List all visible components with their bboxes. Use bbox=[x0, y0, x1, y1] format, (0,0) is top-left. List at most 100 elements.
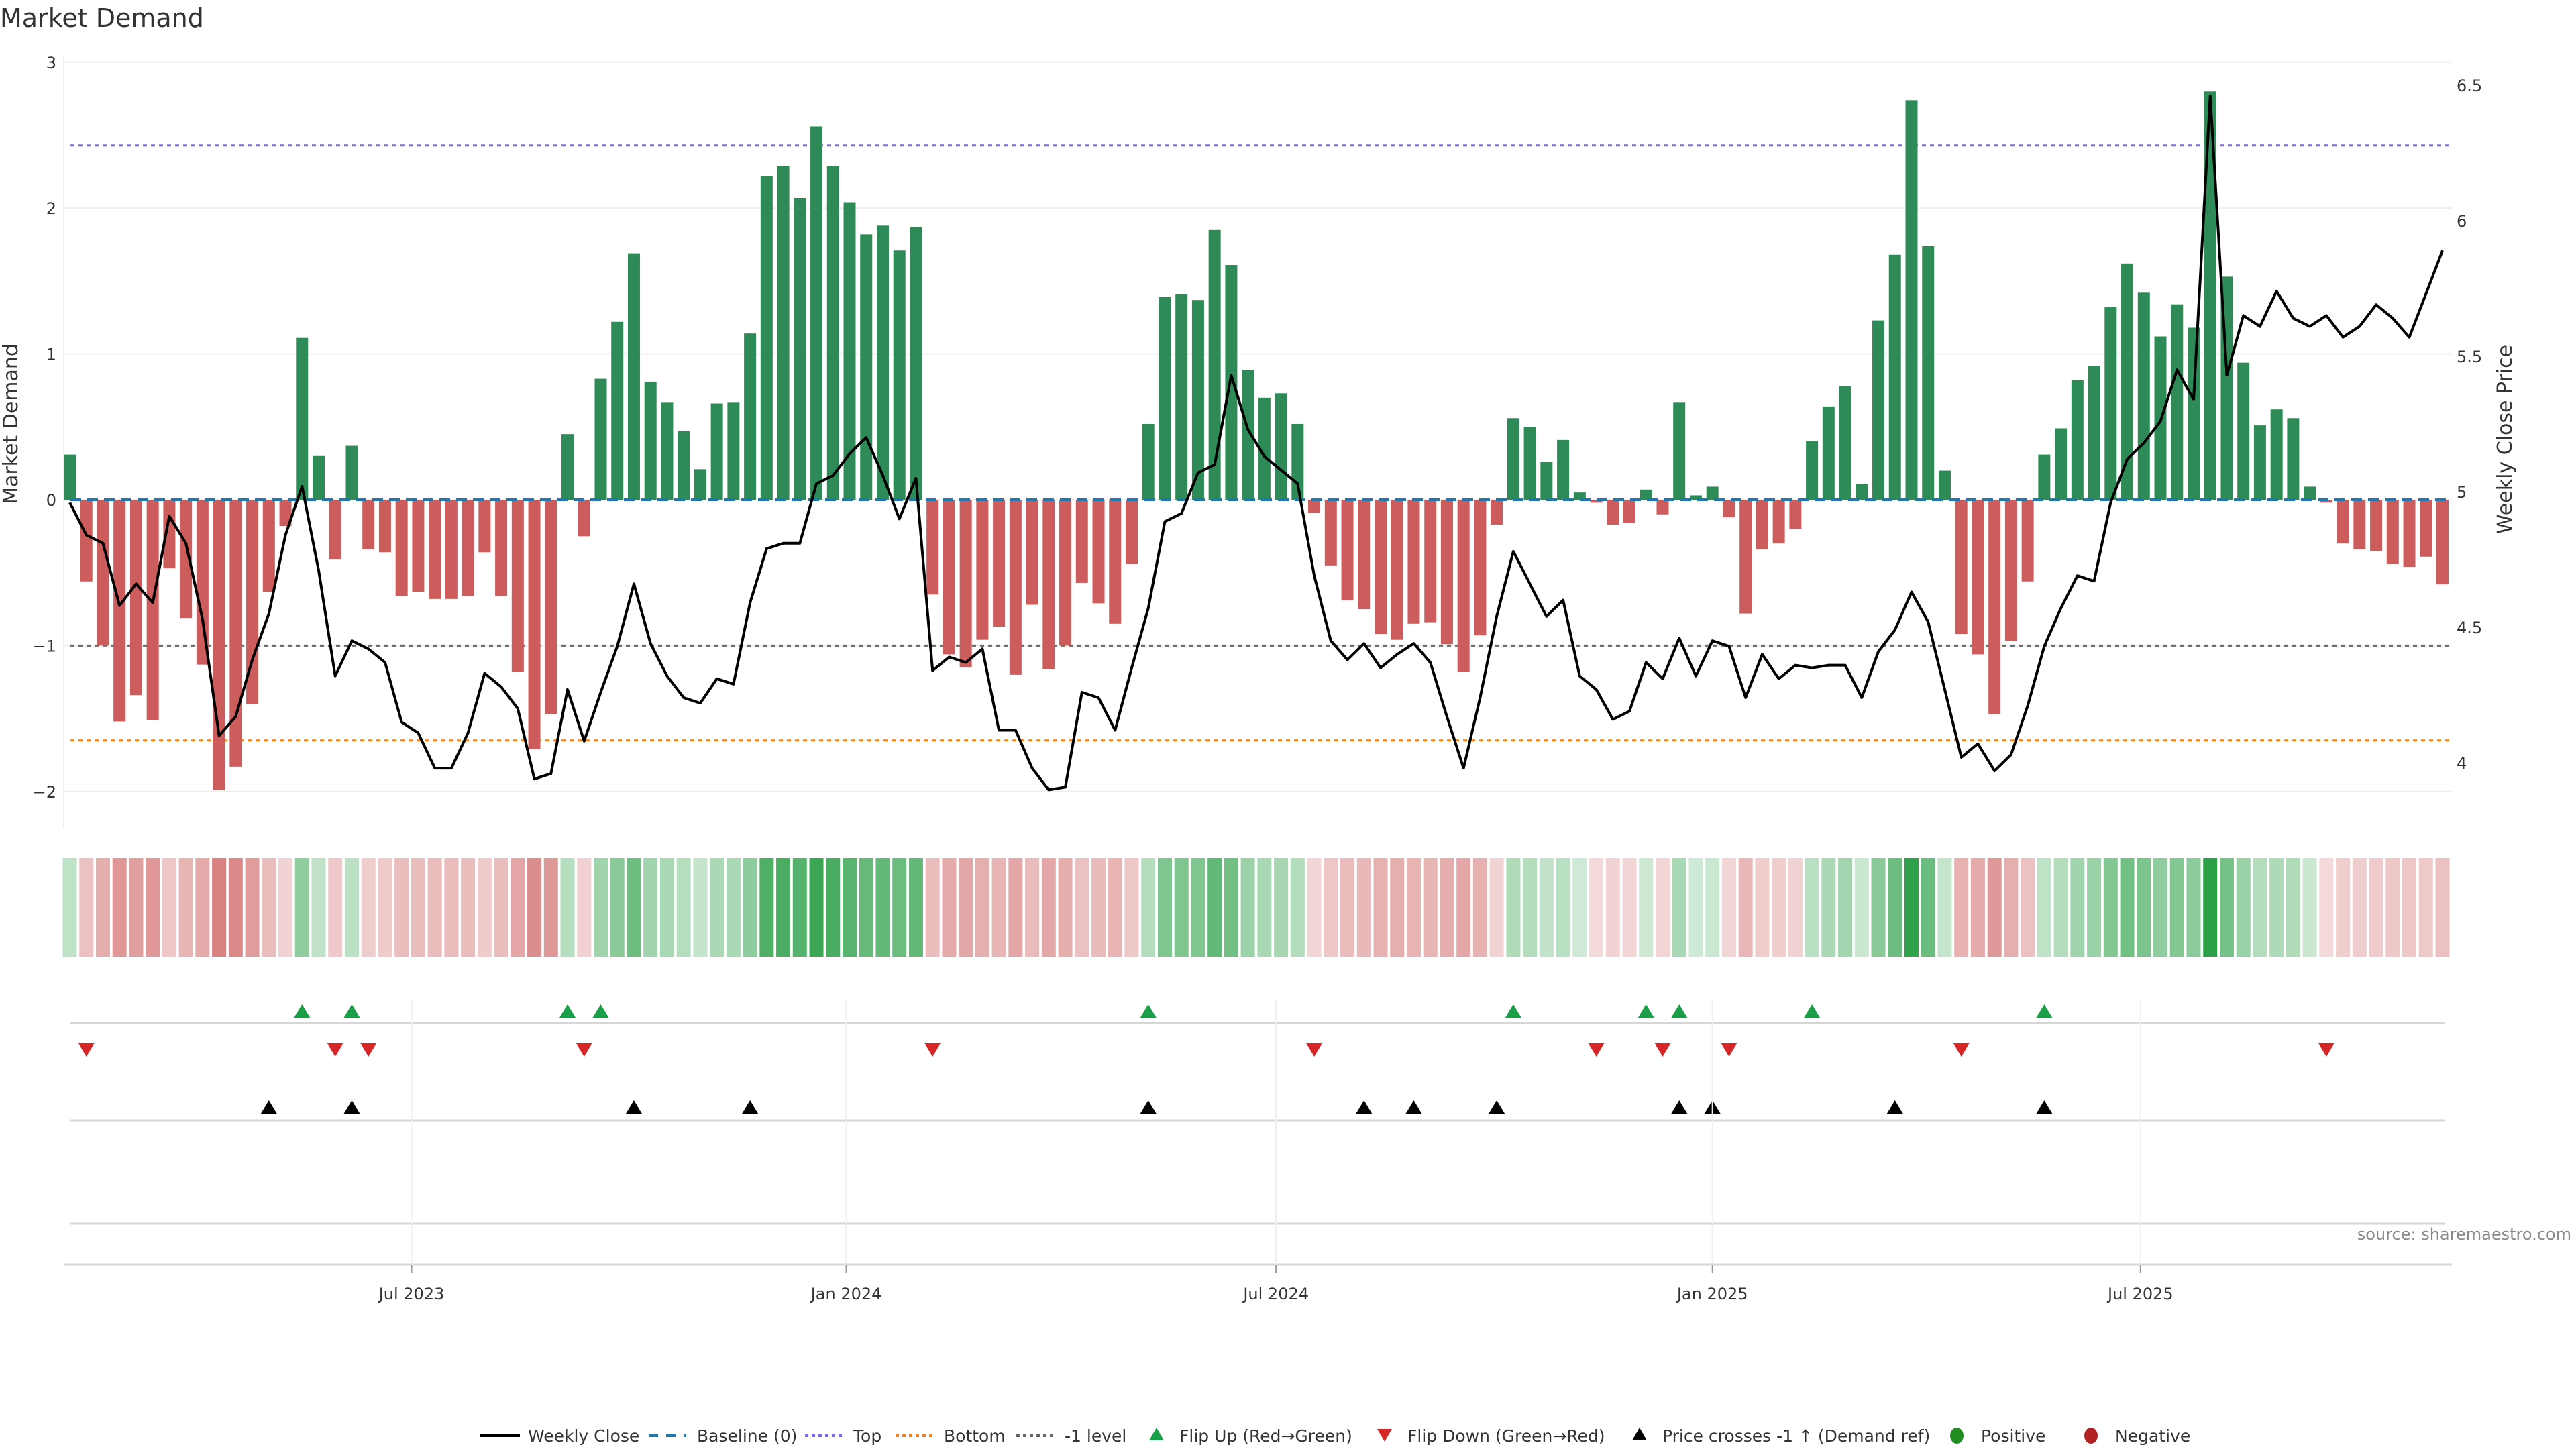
demand-bar bbox=[345, 445, 358, 500]
source-note: source: sharemaestro.com bbox=[2357, 1225, 2571, 1244]
legend-item: Baseline (0) bbox=[649, 1426, 797, 1446]
demand-bar bbox=[2104, 307, 2117, 500]
demand-bar bbox=[794, 197, 806, 500]
legend-label: Flip Down (Green→Red) bbox=[1407, 1426, 1605, 1446]
heat-cell bbox=[1191, 858, 1205, 957]
demand-bar bbox=[661, 402, 674, 500]
heat-cell bbox=[2004, 858, 2019, 957]
demand-bar bbox=[97, 500, 109, 646]
heat-cell bbox=[311, 858, 326, 957]
y-tick-label: 0 bbox=[46, 491, 56, 510]
price-cross-marker bbox=[1489, 1100, 1505, 1114]
heat-cell bbox=[1307, 858, 1322, 957]
heat-cell bbox=[2037, 858, 2051, 957]
demand-bar bbox=[2204, 91, 2216, 500]
heat-cell bbox=[1324, 858, 1338, 957]
event-marker-rows bbox=[64, 1004, 2452, 1266]
heat-cell bbox=[2336, 858, 2351, 957]
demand-bar bbox=[2370, 500, 2383, 551]
heat-cell bbox=[1888, 858, 1902, 957]
demand-bar bbox=[1557, 439, 1570, 500]
heat-cell bbox=[710, 858, 724, 957]
heat-cell bbox=[2103, 858, 2118, 957]
heat-cell bbox=[328, 858, 343, 957]
heat-cell bbox=[178, 858, 193, 957]
demand-bar bbox=[1988, 500, 2001, 714]
demand-bar bbox=[627, 253, 640, 500]
legend-item: Top bbox=[805, 1426, 881, 1446]
heat-cell bbox=[2021, 858, 2035, 957]
legend-swatch-circle bbox=[2084, 1428, 2098, 1444]
heat-cell bbox=[2253, 858, 2267, 957]
demand-bar bbox=[196, 500, 209, 665]
legend-label: Negative bbox=[2115, 1426, 2190, 1446]
demand-bar bbox=[1723, 500, 1735, 518]
heat-cell bbox=[1472, 858, 1487, 957]
demand-bar bbox=[694, 469, 706, 500]
heat-cell bbox=[1523, 858, 1538, 957]
heat-cell bbox=[1208, 858, 1222, 957]
demand-bar bbox=[378, 500, 391, 553]
demand-bar bbox=[644, 381, 657, 500]
legend-label: Price crosses -1 ↑ (Demand ref) bbox=[1662, 1426, 1930, 1446]
heat-cell bbox=[294, 858, 309, 957]
heat-cell bbox=[2369, 858, 2383, 957]
demand-bar bbox=[976, 500, 989, 640]
demand-bar bbox=[279, 500, 292, 527]
heat-cell bbox=[643, 858, 658, 957]
heat-cell bbox=[859, 858, 873, 957]
legend-item: Weekly Close bbox=[480, 1426, 639, 1446]
demand-bar bbox=[528, 500, 541, 749]
price-cross-marker bbox=[625, 1100, 642, 1114]
demand-bar bbox=[129, 500, 142, 696]
flip-down-marker bbox=[1654, 1043, 1671, 1057]
heat-cell bbox=[543, 858, 558, 957]
demand-bar bbox=[1689, 495, 1702, 500]
demand-bar bbox=[495, 500, 508, 596]
demand-bar bbox=[1375, 500, 1387, 635]
demand-bar bbox=[2237, 362, 2250, 500]
flip-up-marker bbox=[1140, 1004, 1157, 1018]
heat-cell bbox=[527, 858, 542, 957]
heat-cell bbox=[162, 858, 176, 957]
demand-bar bbox=[2436, 500, 2449, 585]
y2-axis-ticks: 6.5 6 5.5 5 4.5 4 bbox=[2457, 76, 2482, 773]
heat-cell bbox=[1008, 858, 1023, 957]
demand-bar bbox=[329, 500, 341, 560]
heat-cell bbox=[627, 858, 641, 957]
heat-cell bbox=[1406, 858, 1421, 957]
heat-cell bbox=[195, 858, 210, 957]
demand-bar bbox=[760, 176, 773, 500]
heat-cell bbox=[593, 858, 608, 957]
legend-item: Flip Down (Green→Red) bbox=[1377, 1426, 1605, 1446]
demand-bar bbox=[478, 500, 491, 553]
x-tick-label: Jan 2024 bbox=[810, 1285, 882, 1303]
demand-bar bbox=[1756, 500, 1768, 549]
heat-cell bbox=[1821, 858, 1836, 957]
heat-cell bbox=[693, 858, 708, 957]
heat-cell bbox=[776, 858, 791, 957]
flip-down-marker bbox=[360, 1043, 377, 1057]
demand-bar bbox=[1739, 500, 1752, 614]
heat-cell bbox=[2087, 858, 2102, 957]
heat-cell bbox=[2402, 858, 2417, 957]
heat-cell bbox=[2137, 858, 2151, 957]
demand-heatmap-strip bbox=[62, 858, 2450, 957]
price-cross-marker bbox=[2036, 1100, 2053, 1114]
heat-cell bbox=[1124, 858, 1139, 957]
heat-cell bbox=[2302, 858, 2317, 957]
demand-bar bbox=[1507, 418, 1519, 500]
demand-bar bbox=[1407, 500, 1420, 624]
demand-bar bbox=[2304, 486, 2316, 500]
heat-cell bbox=[228, 858, 243, 957]
heat-cell bbox=[344, 858, 359, 957]
demand-bar bbox=[180, 500, 193, 619]
demand-bar bbox=[910, 227, 922, 500]
y2-tick-label: 4 bbox=[2457, 754, 2467, 773]
demand-bar bbox=[1905, 100, 1918, 500]
demand-bar bbox=[959, 500, 972, 668]
price-cross-marker bbox=[1140, 1100, 1157, 1114]
heat-cell bbox=[1075, 858, 1089, 957]
demand-bar bbox=[1142, 423, 1155, 500]
